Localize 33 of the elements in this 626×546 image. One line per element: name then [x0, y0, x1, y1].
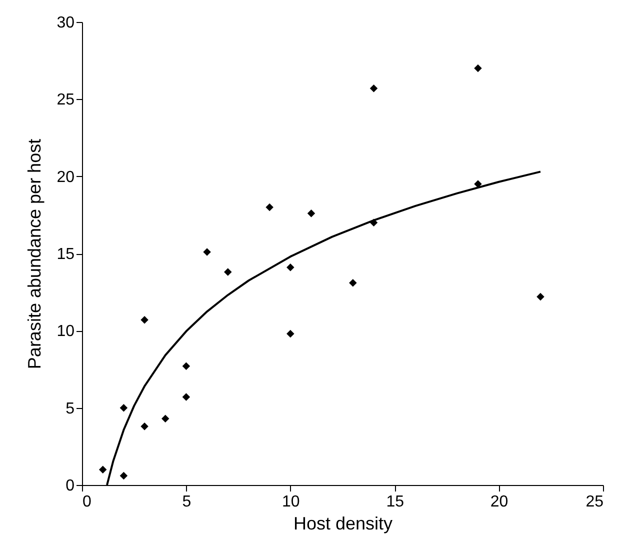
point [98, 466, 107, 474]
x-tick-label: 25 [586, 494, 604, 510]
point [161, 414, 170, 423]
y-axis-title: Parasite abundance per host [24, 138, 45, 370]
point [266, 203, 274, 212]
x-tick-label: 0 [82, 494, 92, 510]
y-tick-label: 20 [56, 168, 75, 186]
point [286, 330, 294, 338]
x-tick-label: 5 [182, 494, 192, 510]
point [182, 362, 190, 370]
point [474, 64, 482, 72]
point [203, 248, 211, 256]
point [536, 292, 544, 301]
point [140, 316, 148, 324]
y-tick-label: 15 [56, 246, 75, 263]
point [120, 404, 128, 412]
point [370, 84, 378, 92]
point [349, 278, 357, 287]
point [224, 268, 232, 276]
y-tick-label: 30 [56, 14, 75, 32]
point [120, 472, 128, 480]
y-tick-label: 0 [66, 478, 75, 494]
point [140, 422, 148, 430]
y-tick-label: 5 [66, 400, 75, 418]
x-axis-title: Host density [293, 514, 393, 534]
x-tick-label: 10 [282, 494, 300, 510]
y-tick-label: 25 [56, 92, 75, 109]
point [286, 264, 294, 272]
point [307, 210, 316, 218]
y-tick-label: 10 [56, 323, 75, 340]
point [182, 393, 190, 401]
x-tick-label: 20 [490, 494, 508, 510]
x-tick-label: 15 [386, 494, 404, 510]
